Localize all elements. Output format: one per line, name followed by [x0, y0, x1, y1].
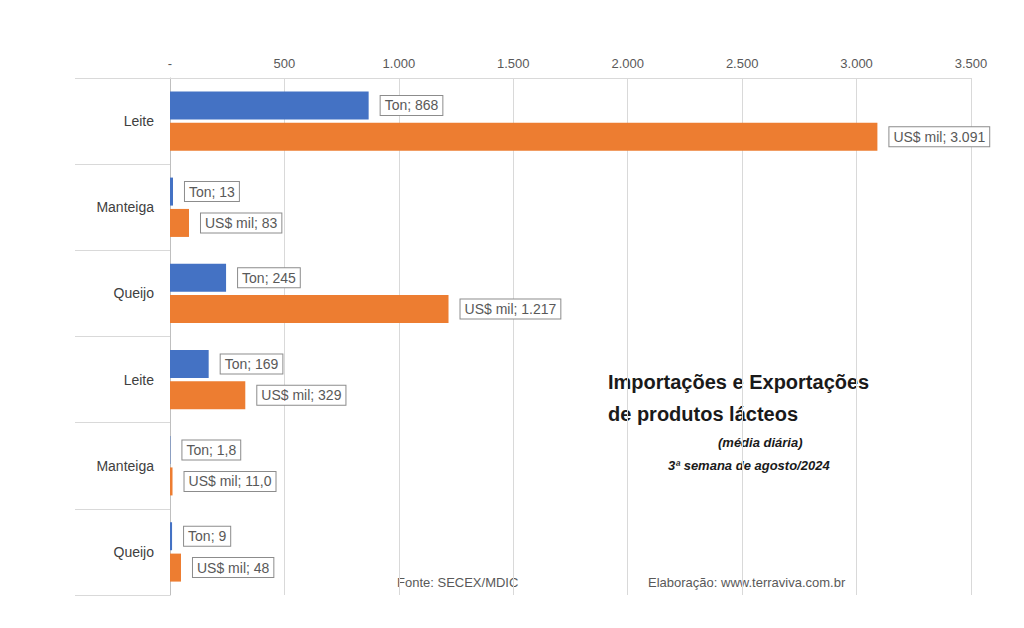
svg-text:Manteiga: Manteiga: [96, 199, 154, 215]
svg-text:US$ mil; 329: US$ mil; 329: [261, 387, 341, 403]
svg-text:(média diária): (média diária): [718, 435, 803, 450]
svg-text:Queijo: Queijo: [114, 285, 155, 301]
svg-text:US$ mil; 83: US$ mil; 83: [205, 215, 278, 231]
svg-text:US$ mil; 11,0: US$ mil; 11,0: [189, 473, 272, 489]
svg-text:Ton; 9: Ton; 9: [188, 528, 226, 544]
svg-text:US$ mil; 1.217: US$ mil; 1.217: [465, 301, 557, 317]
svg-text:US$ mil; 3.091: US$ mil; 3.091: [893, 129, 985, 145]
svg-text:Ton; 13: Ton; 13: [189, 184, 235, 200]
svg-text:de produtos lácteos: de produtos lácteos: [608, 403, 798, 425]
svg-text:Ton; 169: Ton; 169: [225, 356, 279, 372]
svg-text:3.500: 3.500: [955, 56, 988, 71]
svg-text:Elaboração: www.terraviva.com.: Elaboração: www.terraviva.com.br: [648, 575, 846, 590]
svg-text:Importações e Exportações: Importações e Exportações: [608, 371, 875, 393]
svg-text:2.000: 2.000: [611, 56, 644, 71]
svg-text:Leite: Leite: [124, 372, 155, 388]
svg-text:1.000: 1.000: [383, 56, 416, 71]
svg-text:2.500: 2.500: [726, 56, 759, 71]
svg-text:Ton; 868: Ton; 868: [385, 97, 439, 113]
svg-text:3.000: 3.000: [840, 56, 873, 71]
svg-text:3ª semana de agosto/2024: 3ª semana de agosto/2024: [668, 458, 830, 473]
svg-text:Ton; 245: Ton; 245: [242, 270, 296, 286]
svg-text:Queijo: Queijo: [114, 544, 155, 560]
svg-text:Fonte: SECEX/MDIC: Fonte: SECEX/MDIC: [397, 575, 518, 590]
svg-text:-: -: [168, 56, 172, 71]
svg-text:Leite: Leite: [124, 113, 155, 129]
svg-text:500: 500: [274, 56, 296, 71]
svg-text:1.500: 1.500: [497, 56, 530, 71]
svg-text:Manteiga: Manteiga: [96, 458, 154, 474]
svg-text:Ton; 1,8: Ton; 1,8: [186, 442, 236, 458]
svg-text:US$ mil; 48: US$ mil; 48: [197, 560, 270, 576]
